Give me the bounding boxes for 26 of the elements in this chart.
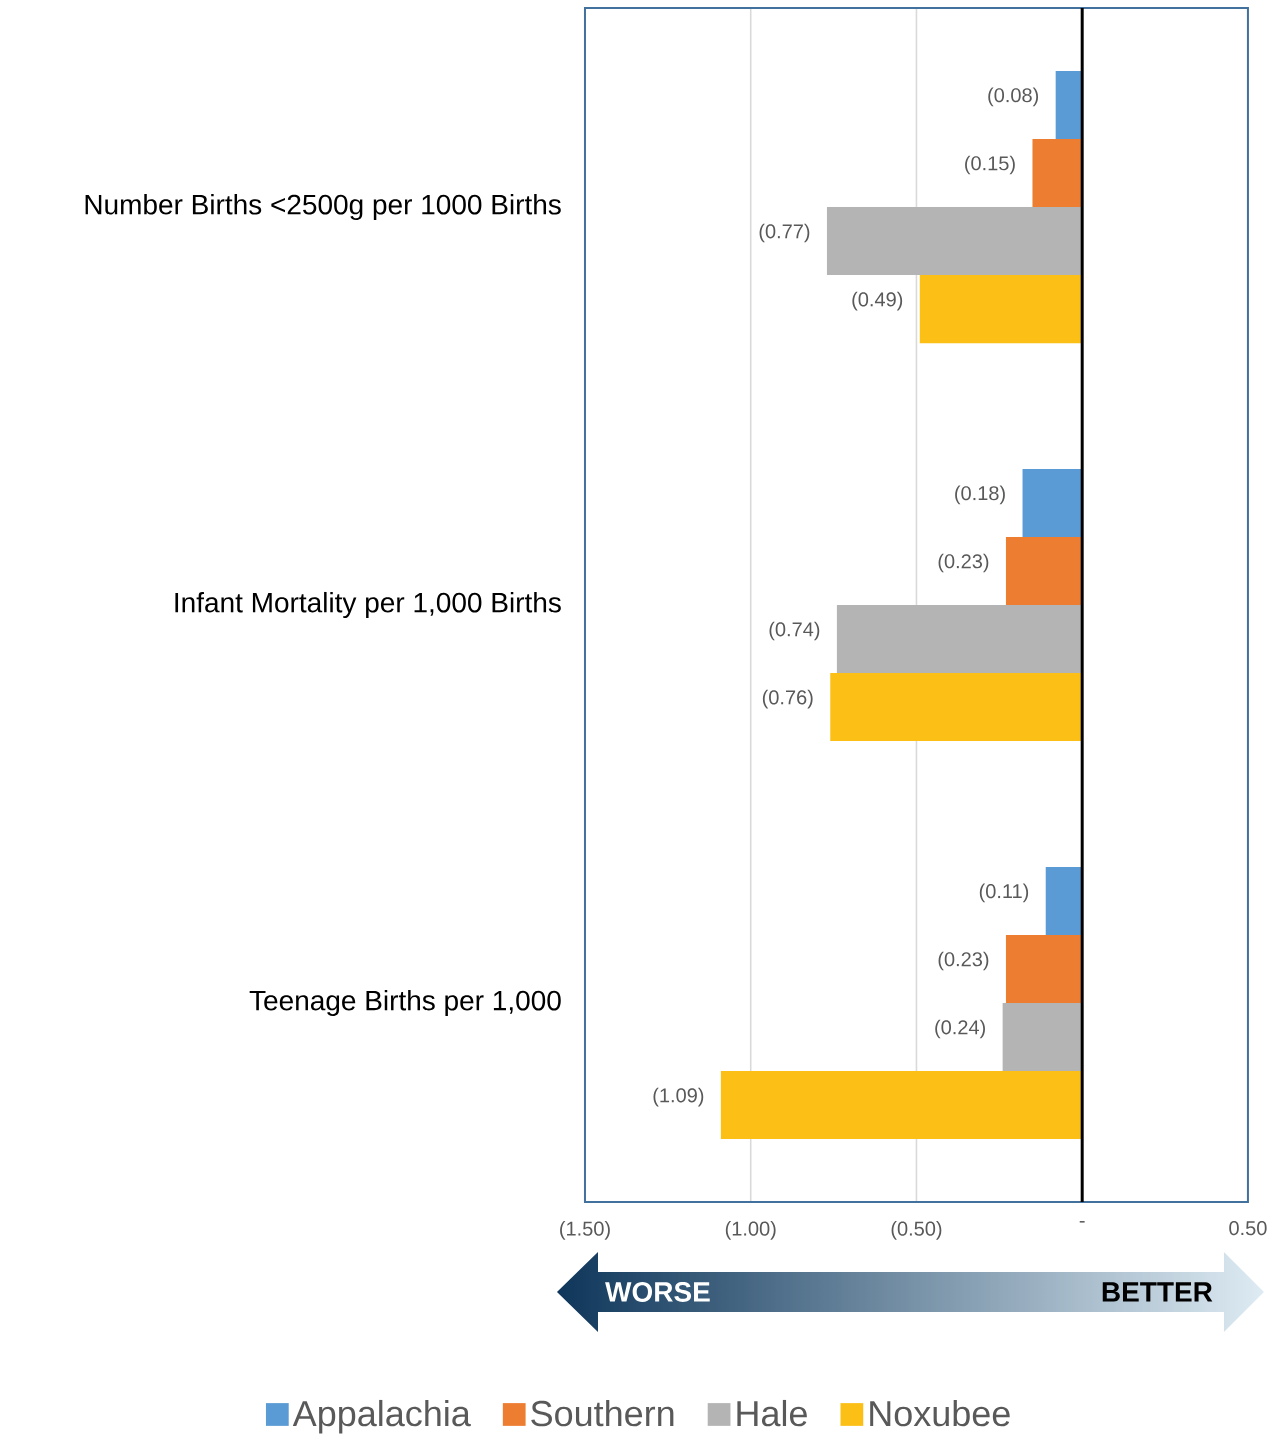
data-label: (0.77) (759, 223, 810, 243)
y-tick-label: Teenage Births per 1,000 (249, 989, 561, 1017)
data-label: (0.18) (955, 485, 1005, 505)
legend-label: Appalachia (292, 1399, 471, 1434)
data-label: (0.15) (965, 155, 1015, 175)
data-label: (0.24) (935, 1019, 986, 1039)
data-label: (0.23) (938, 951, 989, 971)
text: WORSE (605, 1282, 710, 1302)
x-tick-label: 0.50 (1229, 1221, 1267, 1236)
data-label: (0.11) (979, 883, 1029, 903)
y-tick-label: Number Births <2500g per 1000 Births (85, 193, 561, 221)
legend-label: Noxubee (870, 1399, 1010, 1427)
data-label: (0.49) (852, 291, 903, 311)
data-label: (0.76) (762, 689, 813, 709)
x-tick-label: (1.00) (725, 1221, 776, 1240)
x-tick-label: - (1079, 1221, 1085, 1223)
legend-label: Southern (531, 1399, 674, 1427)
data-label: (1.09) (653, 1087, 704, 1107)
text: BETTER (1102, 1282, 1213, 1302)
legend-label: Hale (737, 1399, 807, 1427)
x-tick-label: (1.50) (560, 1221, 610, 1240)
y-tick-label: Infant Mortality per 1,000 Births (175, 591, 561, 619)
x-tick-label: (0.50) (891, 1221, 942, 1240)
data-label: (0.23) (938, 553, 989, 573)
data-label: (0.74) (769, 621, 820, 641)
data-label: (0.08) (988, 87, 1039, 107)
